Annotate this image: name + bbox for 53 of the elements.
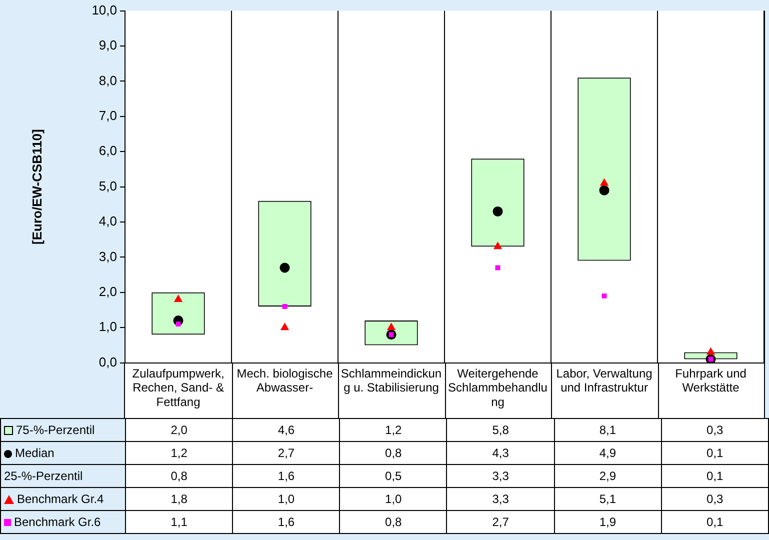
data-label: 4,3 [446, 442, 554, 464]
legend-label: 75-%-Perzentil [16, 423, 95, 437]
y-tick-label: 0,0 [98, 354, 117, 370]
data-label: 0,1 [661, 442, 768, 464]
text: 0,1 [661, 464, 768, 488]
text: 0,8 [126, 464, 233, 488]
x-tick-label: Schlammeindickung u. Stabilisierung [340, 366, 442, 395]
data-label: 0,3 [661, 488, 768, 510]
x-tick-label: Fuhrpark und Werkstätte [675, 366, 746, 395]
y-tick-label: 5,0 [98, 178, 117, 194]
text: 2,9 [554, 464, 662, 488]
data-label: 5,8 [446, 418, 554, 442]
data-label: 0,8 [340, 510, 447, 534]
data-label: 4,6 [232, 418, 340, 442]
x-tick-label: Weitergehende Schlammbehandlung [448, 366, 548, 410]
data-label: 0,3 [661, 418, 768, 442]
data-label: 0,8 [340, 442, 447, 464]
legend-label: Benchmark Gr.4 [17, 492, 104, 506]
y-axis-title: [Euro/EW-CSB110] [29, 129, 44, 244]
text: 25-%-Perzentil [4, 469, 83, 483]
y-tick-label: 2,0 [98, 284, 117, 299]
data-label: 2,0 [126, 418, 233, 442]
y-tick-label: 1,0 [98, 319, 117, 334]
data-label: 0,1 [661, 510, 768, 534]
y-tick-label: 3,0 [98, 248, 117, 264]
data-label: 2,7 [232, 442, 340, 464]
text: 3,3 [446, 464, 554, 488]
text: 1,6 [232, 464, 340, 488]
y-tick-label: 6,0 [98, 143, 117, 158]
y-tick-label: 8,0 [98, 72, 117, 88]
y-tick-label: 4,0 [98, 214, 117, 229]
y-tick-label: 10,0 [92, 2, 117, 18]
y-tick-label: 7,0 [98, 108, 117, 123]
data-label: 1,0 [340, 488, 447, 510]
data-label: 1,2 [340, 418, 447, 442]
text: 0,5 [340, 464, 447, 488]
data-label: 4,9 [554, 442, 662, 464]
data-label: 1,2 [126, 442, 233, 464]
x-tick-label: Zulaufpumpwerk, Rechen, Sand- & Fettfang [132, 366, 224, 410]
legend-label: Median [15, 446, 54, 460]
data-label: 1,1 [126, 510, 233, 534]
data-label: 5,1 [554, 488, 662, 510]
x-tick-label: Labor, Verwaltung und Infrastruktur [556, 366, 652, 395]
data-label: 1,6 [232, 510, 340, 534]
data-label: 8,1 [554, 418, 662, 442]
x-tick-label: Mech. biologische Abwasser- [236, 366, 334, 395]
data-label: 3,3 [446, 488, 554, 510]
legend-label: Benchmark Gr.6 [14, 515, 101, 529]
data-label: 1,0 [232, 488, 340, 510]
data-label: 1,9 [554, 510, 662, 534]
data-label: 2,7 [446, 510, 554, 534]
y-tick-label: 9,0 [98, 38, 117, 53]
data-label: 1,8 [126, 488, 233, 510]
